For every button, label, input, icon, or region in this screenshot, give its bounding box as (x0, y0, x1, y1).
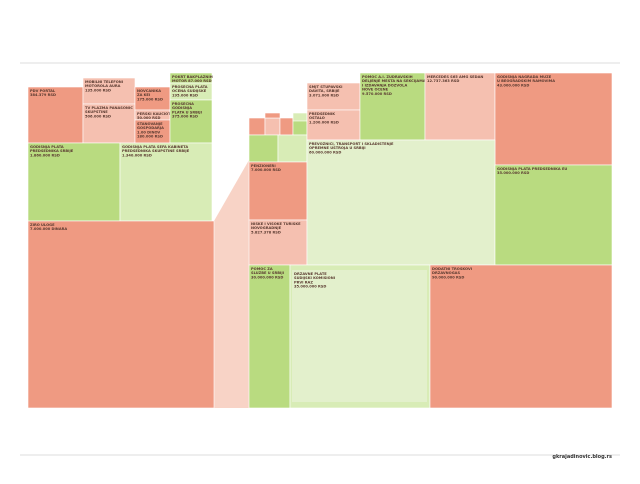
block-label: 7.000.000 RSD (251, 168, 281, 172)
block-label: OCENA SUDIJSKE (172, 89, 207, 93)
block-label: 175.000 RSD (137, 97, 163, 101)
block (119, 142, 213, 222)
block (248, 219, 308, 266)
block-label: NOVE OCENE (362, 88, 389, 92)
block-label: PRVI RAZ (294, 280, 313, 284)
block-label: 1.00 DINOV (137, 130, 160, 134)
block-label: 7.000.000 DINARA (30, 227, 67, 231)
block-label: PREVOZNICI, TRANSPORT I SKLADISTENJE (309, 142, 394, 146)
block-label: DRZAVNE PLATE (294, 272, 327, 276)
block-label: GODISNJA PLATA SEFA KABINETA (122, 145, 188, 149)
block-label: DAVITA, SRBIJE (309, 89, 340, 93)
block-label: GODISNJA (172, 106, 192, 110)
block-label: 5.827.378 RSD (251, 230, 281, 234)
block-label: PDV PORTAL (30, 89, 56, 93)
block-label: 9.570.000 RSD (362, 92, 392, 96)
block-label: GOSPODARJA (137, 126, 164, 130)
block-label: 35.000.000 RSD (497, 171, 529, 175)
block-label: DRZAVNOGAS (432, 271, 460, 275)
block (248, 264, 291, 409)
block-label: MOBILNI TELEFONI (85, 80, 123, 84)
block-label: SLUZBE U SRBIJI (251, 271, 284, 275)
block-label: NOVOGRADNJE (251, 226, 282, 230)
block-piece (264, 112, 281, 119)
block-label: PREDSEDNIKA SRBIJE (30, 149, 74, 153)
block-label: TV PLAZMA PANASONIC (85, 106, 133, 110)
block (306, 139, 496, 266)
block-label: 1.340.000 RSD (122, 153, 152, 157)
block-label: OPREMNE USTROJA U SRBIJI (309, 146, 366, 150)
block-piece (277, 134, 308, 163)
block-label: PREDSEDNIK (309, 112, 335, 116)
block-label: 384.379 RSD (30, 93, 56, 97)
block-label: SMJT STUPAVSKI (309, 85, 343, 89)
block-label: 1.200.000 RSD (309, 120, 339, 124)
block (169, 99, 213, 144)
block-label: PROSECNA PLATA (172, 85, 208, 89)
block (429, 264, 613, 409)
block-label: STANOVANJE (137, 122, 163, 126)
block-label: SUDIJSKI KOMISIONI (294, 276, 335, 280)
block (494, 72, 613, 166)
block-label: ZIRO ULOGE (30, 223, 55, 227)
block-label: 60.000.000 RSD (309, 150, 341, 154)
block-label: 90.000.000 RSD (432, 275, 464, 279)
block-label: NISKE I VISOKE TURISKE (251, 222, 301, 226)
block-label: PERSKI KAUCIOT (137, 112, 171, 116)
block-label: PLATA U SRBIJI (172, 110, 202, 114)
block (27, 142, 121, 222)
block-label: PREDSEDNIKA SKUPSTINE SRBIJE (122, 149, 190, 153)
block (248, 161, 308, 221)
block-label: POMOC A.I. ZUDRAVSKIH (362, 75, 413, 79)
block-label: 506.000 RSD (85, 114, 111, 118)
block (494, 164, 613, 266)
block (306, 109, 361, 141)
block-label: 3.071.000 RSD (309, 93, 339, 97)
block-label: DELJENJE MESTA NA SEKCIJAMA (362, 79, 426, 83)
block-label: I IZDAVANJA DOZVOLA (362, 83, 407, 87)
block-label: PENZIONERI (251, 164, 276, 168)
block-label: 43.000.000 RSD (497, 83, 529, 87)
block-label: ZA KEI (137, 93, 150, 97)
block-label: 30.000.000 RSD (251, 275, 283, 279)
inner-block (292, 270, 427, 402)
block-label: 35.000.000 RSD (294, 285, 326, 289)
block-piece (248, 117, 266, 136)
block-label: POKRT BAKPLAZNIH (172, 75, 213, 79)
block-label: 1.860.000 RSD (30, 153, 60, 157)
block-label: GODISNJA PLATA (30, 145, 64, 149)
block-label: NOVCANIKA (137, 89, 161, 93)
block-label: MOTOR 87.000 RSD (172, 79, 212, 83)
block-label: OSTALO (309, 116, 325, 120)
block-label: 135.000 RSD (85, 88, 111, 92)
block (82, 77, 136, 105)
block-label: 375.000 RSD (172, 115, 198, 119)
block-label: SKUPSTINE (85, 110, 108, 114)
block (359, 72, 426, 141)
block-piece (264, 117, 281, 136)
block-label: U BEOGRADSKIM RAMOVIMA (497, 79, 555, 83)
block-label: GODISNJA NAGRADA MUZE (497, 75, 552, 79)
block-piece (279, 117, 294, 136)
block-label: 195.000 RSD (172, 93, 198, 97)
block-label: 50.000 RSD (137, 116, 160, 120)
block-label: PROSECNA (172, 102, 194, 106)
block-piece (292, 112, 308, 122)
block-label: GODISNJA PLATA PREDSEDNIKA EU (497, 167, 567, 171)
block-label: DODATNI TROSKOVI (432, 267, 472, 271)
block-label: 180.000 RSD (137, 135, 163, 139)
block-label: POMOC ZA (251, 267, 273, 271)
block-label: MOTOROLA AURA (85, 84, 121, 88)
connector (214, 160, 249, 408)
block-label: 12.737.363 RSD (427, 79, 459, 83)
block-label: MERCEDES S65 AMG SEDAN (427, 75, 483, 79)
footer: gkrajadinovic.blog.rs (552, 454, 612, 460)
block (27, 220, 215, 409)
block-piece (248, 134, 279, 163)
block (306, 82, 361, 111)
